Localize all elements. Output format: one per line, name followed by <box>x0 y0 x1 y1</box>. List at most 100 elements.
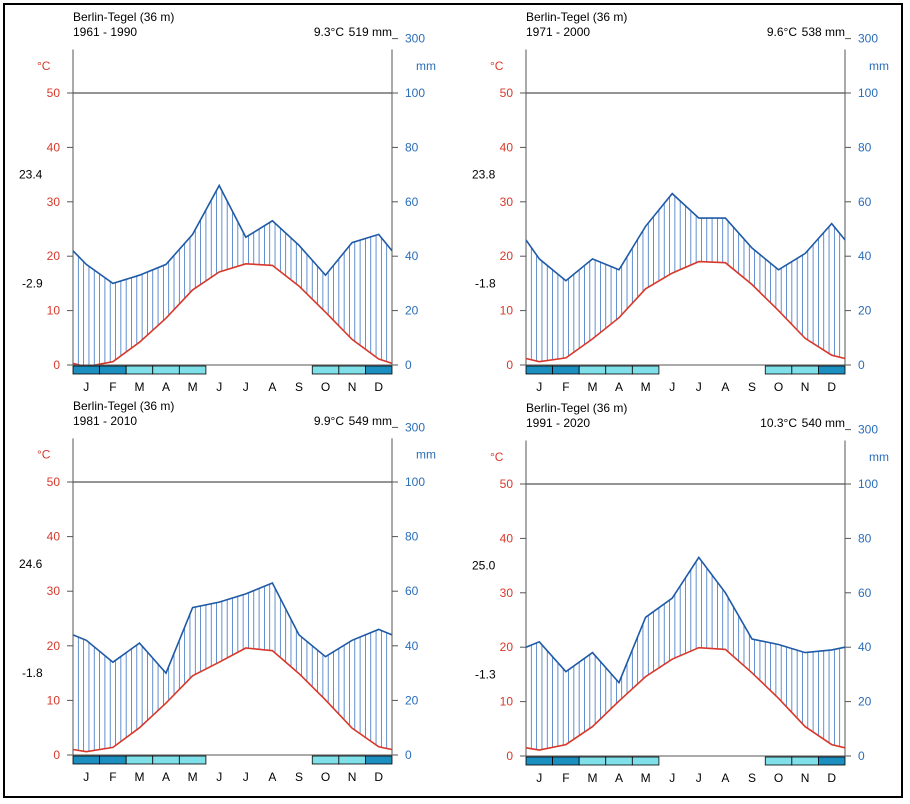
temperature-tick-label: 40 <box>500 140 514 154</box>
precipitation-tick-label: 100 <box>405 475 425 489</box>
month-label: O <box>774 380 783 394</box>
frost-bar-segment <box>605 756 633 766</box>
month-label: A <box>162 770 170 784</box>
frost-bar-segment <box>338 755 366 765</box>
month-label: J <box>536 771 542 785</box>
temperature-unit: °C <box>490 59 504 73</box>
month-label: J <box>83 770 89 784</box>
month-label: S <box>748 771 756 785</box>
humid-hatching <box>530 196 841 362</box>
precipitation-tick-label: 0 <box>858 358 865 372</box>
month-label: S <box>295 380 303 394</box>
month-label: D <box>374 380 383 394</box>
precipitation-tick-label: 100 <box>858 86 878 100</box>
temperature-line <box>525 646 846 751</box>
precipitation-unit: mm <box>416 59 436 73</box>
precipitation-line <box>525 556 846 685</box>
month-label: S <box>748 380 756 394</box>
precipitation-tick-label: 60 <box>858 195 872 209</box>
temperature-tick-label: 10 <box>500 304 514 318</box>
month-label: D <box>827 771 836 785</box>
month-label: J <box>243 380 249 394</box>
month-label: O <box>774 771 783 785</box>
month-label: J <box>696 771 702 785</box>
station-name: Berlin-Tegel (36 m) <box>73 10 174 24</box>
humid-hatching <box>77 584 388 752</box>
mean-temperature: 9.6°C <box>767 25 797 39</box>
month-label: M <box>641 380 651 394</box>
frost-bar-segment <box>818 365 846 375</box>
frost-bar-segment <box>178 365 207 375</box>
precipitation-tick-label: 0 <box>858 749 865 763</box>
temperature-tick-label: 50 <box>500 86 514 100</box>
temperature-tick-label: 40 <box>500 531 514 545</box>
month-label: O <box>321 380 330 394</box>
temperature-tick-label: 0 <box>53 358 60 372</box>
month-label: J <box>696 380 702 394</box>
frost-bar-segment <box>125 755 154 765</box>
precipitation-tick-label: 20 <box>858 695 872 709</box>
precipitation-tick-label: 60 <box>405 584 419 598</box>
month-label: J <box>669 771 675 785</box>
month-label: J <box>536 380 542 394</box>
frost-bar-segment <box>764 756 793 766</box>
climate-panel-2: Berlin-Tegel (36 m)1971 - 2000 9.6°C 538 m… <box>472 10 889 394</box>
temperature-tick-label: 30 <box>47 584 61 598</box>
frost-bar-segment <box>178 755 207 765</box>
month-label: N <box>348 770 357 784</box>
period: 1981 - 2010 <box>73 414 137 428</box>
temperature-tick-label: 30 <box>500 586 514 600</box>
month-label: A <box>268 380 276 394</box>
annual-precipitation: 538 mm <box>802 25 845 39</box>
month-label: A <box>268 770 276 784</box>
month-label: J <box>216 380 222 394</box>
month-label: F <box>562 380 569 394</box>
precipitation-tick-label: 40 <box>405 639 419 653</box>
frost-bar-segment <box>578 365 607 375</box>
temperature-unit: °C <box>37 448 51 462</box>
temperature-unit: °C <box>37 59 51 73</box>
precipitation-tick-label: 60 <box>405 195 419 209</box>
absolute-min-label: -1.8 <box>22 666 43 680</box>
frost-bar-segment <box>99 755 127 765</box>
frost-bar-segment <box>578 756 607 766</box>
frost-bar-segment <box>525 756 553 766</box>
absolute-min-label: -2.9 <box>22 276 43 290</box>
month-label: M <box>134 770 144 784</box>
temperature-unit: °C <box>490 450 504 464</box>
precipitation-unit: mm <box>869 450 889 464</box>
month-label: D <box>374 770 383 784</box>
month-label: M <box>587 380 597 394</box>
precipitation-unit: mm <box>416 448 436 462</box>
precipitation-tick-label: 40 <box>858 640 872 654</box>
temperature-tick-label: 50 <box>47 475 61 489</box>
station-name: Berlin-Tegel (36 m) <box>526 10 627 24</box>
temperature-tick-label: 30 <box>500 195 514 209</box>
annual-precipitation: 540 mm <box>802 416 845 430</box>
frost-bar-segment <box>818 756 846 766</box>
month-label: M <box>641 771 651 785</box>
precipitation-tick-label: 300 <box>858 423 878 437</box>
precipitation-line <box>525 192 846 282</box>
temperature-tick-label: 50 <box>500 477 514 491</box>
month-label: M <box>134 380 144 394</box>
month-label: F <box>109 770 116 784</box>
mean-temperature: 9.9°C <box>314 414 344 428</box>
frost-bar-segment <box>72 365 100 375</box>
precipitation-tick-label: 80 <box>405 530 419 544</box>
temperature-tick-label: 20 <box>47 639 61 653</box>
precipitation-tick-label: 60 <box>858 586 872 600</box>
precipitation-tick-label: 100 <box>858 477 878 491</box>
humid-hatching <box>77 190 388 367</box>
month-label: A <box>721 380 729 394</box>
absolute-max-label: 25.0 <box>472 559 496 573</box>
month-label: S <box>295 770 303 784</box>
month-label: M <box>587 771 597 785</box>
temperature-tick-label: 0 <box>506 749 513 763</box>
temperature-tick-label: 0 <box>506 358 513 372</box>
precipitation-tick-label: 80 <box>858 531 872 545</box>
frost-bar-segment <box>631 365 660 375</box>
precipitation-unit: mm <box>869 59 889 73</box>
month-label: N <box>348 380 357 394</box>
precipitation-tick-label: 80 <box>405 140 419 154</box>
